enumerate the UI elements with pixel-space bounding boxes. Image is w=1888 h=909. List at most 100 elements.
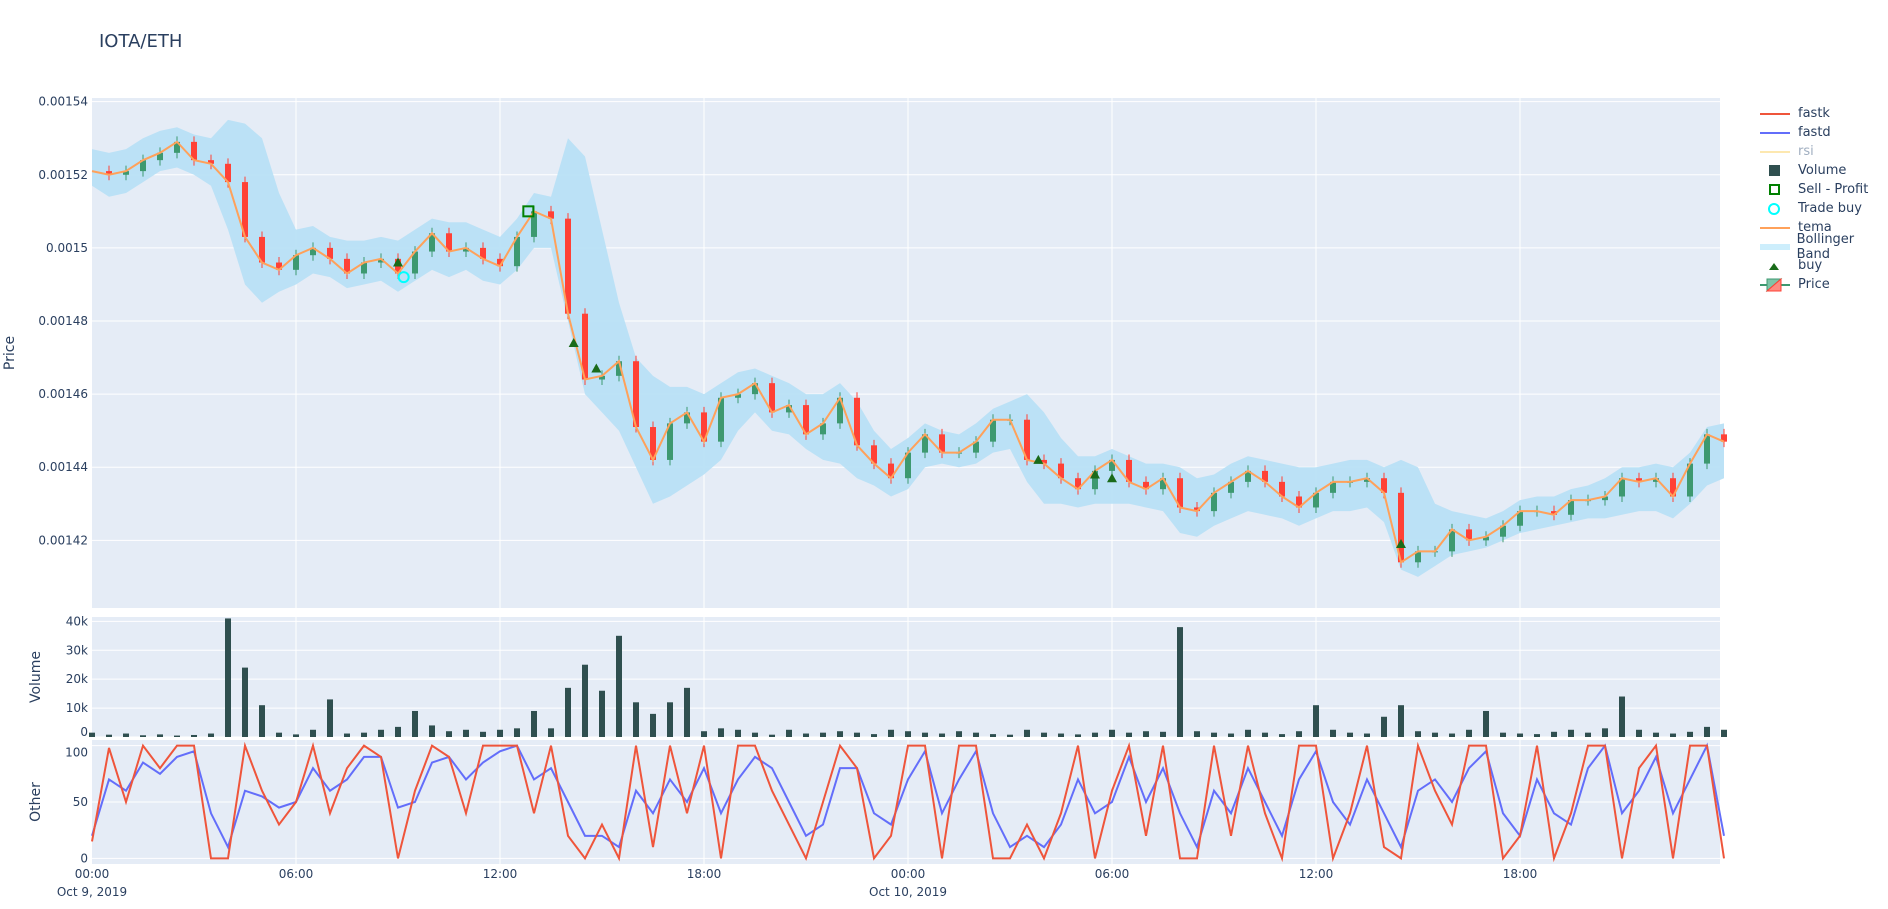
volume-bar: [1466, 729, 1472, 737]
legend-label: Price: [1798, 277, 1830, 292]
candle-body: [1670, 478, 1676, 497]
price-y-tick-label: 0.00152: [38, 168, 88, 182]
legend: fastk fastd rsi Volume Sell - Profit Trade bu…: [1756, 104, 1888, 294]
volume-y-tick-label: 30k: [66, 643, 88, 657]
volume-bar: [871, 734, 877, 737]
candle-body: [1500, 525, 1506, 537]
volume-bar: [820, 732, 826, 737]
candle-body: [752, 383, 758, 395]
volume-bar: [1211, 732, 1217, 737]
candle-body: [837, 397, 843, 424]
candle-body: [208, 160, 214, 164]
legend-label: buy: [1798, 258, 1823, 273]
x-tick-label: 06:00: [279, 867, 314, 881]
legend-label: Bollinger Band: [1796, 231, 1855, 262]
line-icon: [1760, 113, 1790, 115]
candle-body: [1228, 481, 1234, 493]
candle-body: [327, 247, 333, 259]
candle-body: [1058, 463, 1064, 479]
price-y-tick-label: 0.00142: [38, 533, 88, 547]
buy-marker: [1090, 469, 1100, 479]
candle-body: [225, 163, 231, 183]
volume-bar: [276, 732, 282, 737]
square-open-icon: [1769, 184, 1780, 195]
volume-bar: [905, 731, 911, 737]
legend-item-trade-buy[interactable]: Trade buy: [1756, 199, 1888, 218]
volume-bar: [1534, 734, 1540, 737]
candle-body: [905, 452, 911, 479]
volume-bar: [140, 735, 146, 737]
other-y-tick-label: 100: [65, 746, 88, 760]
candle-body: [616, 361, 622, 376]
volume-bar: [1687, 731, 1693, 737]
circle-open-icon: [1768, 203, 1780, 215]
volume-bar: [89, 732, 95, 737]
volume-bar: [1364, 733, 1370, 737]
x-tick-label: 12:00: [1299, 867, 1334, 881]
legend-item-bollinger-band[interactable]: Bollinger Band: [1756, 232, 1888, 262]
volume-bar: [225, 618, 231, 737]
candle-body: [871, 445, 877, 464]
candle-body: [990, 419, 996, 442]
volume-y-tick-label: 10k: [66, 701, 88, 715]
chart-title: IOTA/ETH: [99, 31, 183, 52]
legend-item-fastd[interactable]: fastd: [1756, 123, 1888, 142]
volume-bar: [1415, 731, 1421, 737]
volume-bar: [1160, 731, 1166, 737]
square-icon: [1769, 165, 1780, 176]
volume-bar: [1228, 733, 1234, 737]
volume-bar: [123, 733, 129, 737]
volume-bar: [1653, 732, 1659, 737]
candle-body: [531, 211, 537, 237]
candle-body: [1211, 492, 1217, 512]
candle-body: [1517, 511, 1523, 526]
volume-bar: [1007, 734, 1013, 737]
volume-bar: [701, 731, 707, 737]
x-tick-label: 18:00: [687, 867, 722, 881]
legend-label: fastd: [1798, 125, 1831, 140]
volume-bar: [293, 734, 299, 737]
candle-body: [1262, 470, 1268, 482]
candle-body: [514, 236, 520, 267]
volume-bar: [1330, 729, 1336, 737]
candle-body: [497, 258, 503, 267]
candle-body: [344, 258, 350, 274]
volume-bar: [1432, 732, 1438, 737]
volume-bar: [582, 664, 588, 737]
candle-body: [1109, 459, 1115, 471]
volume-bar: [259, 705, 265, 737]
candle-body: [242, 182, 248, 237]
volume-bar: [480, 731, 486, 737]
candle-body: [378, 258, 384, 263]
candle-body: [786, 405, 792, 413]
buy-marker: [591, 363, 602, 373]
volume-bar: [446, 731, 452, 737]
legend-item-tema[interactable]: tema: [1756, 218, 1888, 237]
volume-bar: [1245, 729, 1251, 737]
candle-body: [174, 141, 180, 153]
volume-bar: [1347, 732, 1353, 737]
candle-body: [1704, 434, 1710, 464]
legend-item-fastk[interactable]: fastk: [1756, 104, 1888, 123]
volume-bar: [1517, 733, 1523, 737]
legend-item-volume[interactable]: Volume: [1756, 161, 1888, 180]
candle-body: [684, 412, 690, 424]
legend-item-buy[interactable]: buy: [1756, 256, 1888, 275]
line-icon: [1760, 151, 1790, 153]
candle-body: [1568, 500, 1574, 515]
volume-plot-area: [92, 617, 1720, 737]
buy-marker: [393, 257, 403, 267]
candle-body: [803, 405, 809, 435]
volume-bar: [956, 731, 962, 737]
legend-item-rsi[interactable]: rsi: [1756, 142, 1888, 161]
volume-bar: [1449, 733, 1455, 737]
legend-item-sell-profit[interactable]: Sell - Profit: [1756, 180, 1888, 199]
volume-bar: [1194, 731, 1200, 737]
x-tick-label: 12:00: [483, 867, 518, 881]
candle-body: [293, 255, 299, 270]
price-y-tick-label: 0.0015: [46, 241, 88, 255]
volume-bar: [633, 702, 639, 737]
legend-item-price[interactable]: Price: [1756, 275, 1888, 294]
volume-y-tick-label: 0: [80, 725, 88, 739]
